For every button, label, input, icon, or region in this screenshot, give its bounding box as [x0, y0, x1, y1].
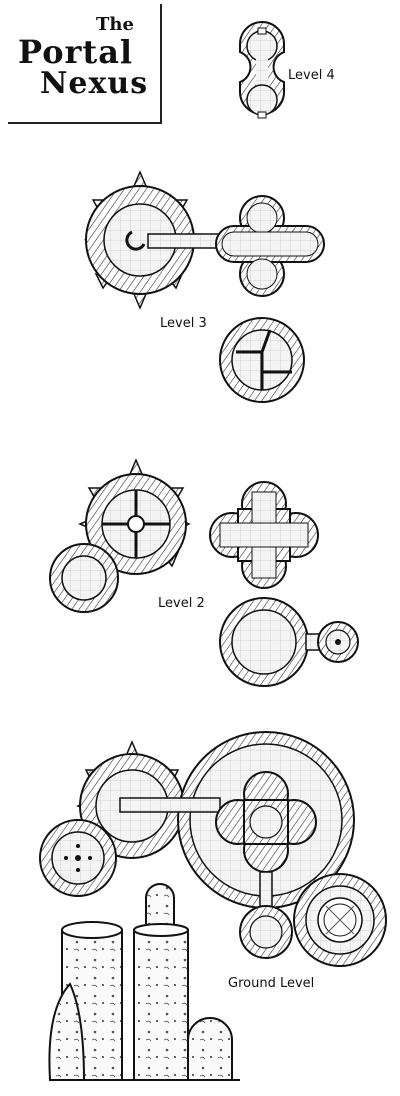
level-4-map [239, 20, 285, 119]
map-title-cartouche [8, 4, 162, 124]
tower-exterior-illustration [48, 883, 240, 1081]
title-line-3: Nexus [40, 66, 149, 101]
label-ground-level: Ground Level [228, 976, 315, 991]
level-2-map [49, 458, 359, 687]
label-level-3: Level 3 [160, 316, 207, 331]
label-level-2: Level 2 [158, 596, 205, 611]
title-line-1: The [96, 14, 134, 35]
level-3-map [83, 170, 325, 403]
title-line-2: Portal [18, 33, 134, 71]
label-level-4: Level 4 [288, 68, 335, 83]
ground-level-map [39, 731, 387, 967]
